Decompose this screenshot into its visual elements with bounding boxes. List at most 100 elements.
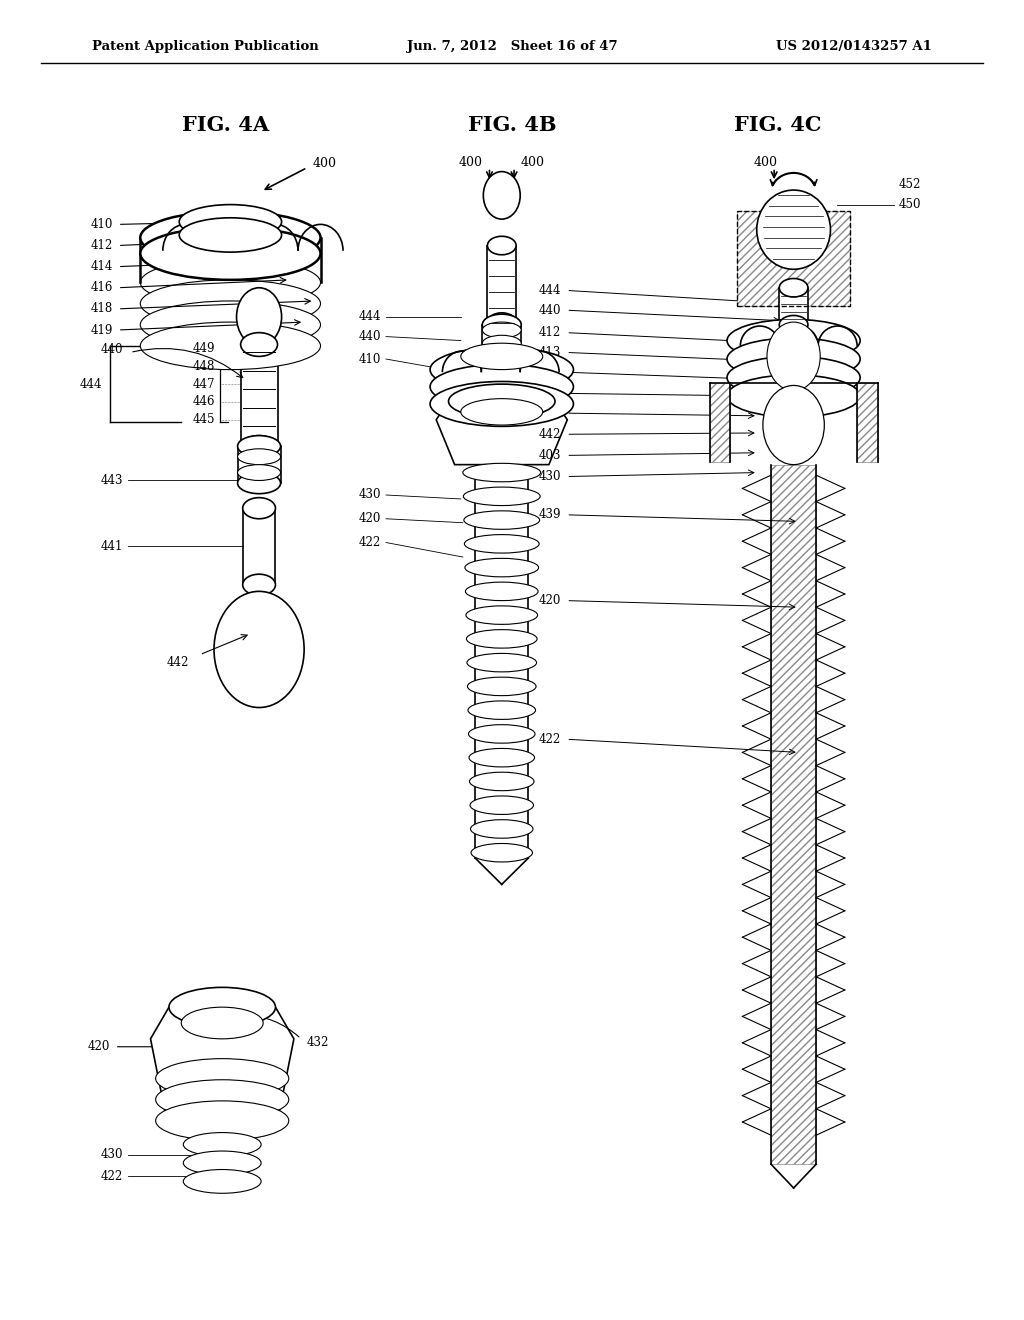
Text: 446: 446 (193, 396, 215, 408)
Ellipse shape (463, 463, 541, 482)
Ellipse shape (467, 653, 537, 672)
Text: 442: 442 (167, 656, 189, 669)
Ellipse shape (183, 1170, 261, 1193)
Ellipse shape (449, 384, 555, 418)
Bar (487, 246, 516, 322)
Ellipse shape (461, 399, 543, 425)
Ellipse shape (140, 227, 321, 280)
Ellipse shape (727, 319, 860, 362)
Text: 410: 410 (90, 218, 113, 231)
Ellipse shape (140, 280, 321, 327)
Circle shape (237, 288, 282, 346)
Bar (482, 325, 521, 348)
Ellipse shape (482, 338, 521, 359)
Text: 432: 432 (306, 1036, 329, 1049)
Text: 400: 400 (754, 156, 778, 169)
Ellipse shape (779, 315, 808, 334)
Ellipse shape (183, 1133, 261, 1156)
Text: 414: 414 (90, 260, 113, 273)
Text: 400: 400 (459, 156, 483, 169)
Text: Jun. 7, 2012   Sheet 16 of 47: Jun. 7, 2012 Sheet 16 of 47 (407, 40, 617, 53)
Text: 448: 448 (193, 360, 215, 372)
Text: 450: 450 (899, 198, 922, 211)
Bar (857, 383, 878, 462)
Ellipse shape (169, 987, 275, 1027)
Ellipse shape (140, 259, 321, 306)
Ellipse shape (179, 205, 282, 239)
Ellipse shape (140, 322, 321, 370)
Ellipse shape (430, 347, 573, 392)
Bar (779, 288, 808, 325)
Ellipse shape (183, 1151, 261, 1175)
Ellipse shape (241, 436, 278, 459)
Text: FIG. 4B: FIG. 4B (468, 115, 556, 136)
Bar (771, 465, 816, 1164)
Ellipse shape (727, 356, 860, 399)
Text: 420: 420 (539, 594, 561, 607)
Text: 400: 400 (312, 157, 336, 170)
Ellipse shape (430, 364, 573, 409)
Ellipse shape (468, 701, 536, 719)
Ellipse shape (430, 381, 573, 426)
Ellipse shape (471, 843, 532, 862)
Ellipse shape (181, 1007, 263, 1039)
Ellipse shape (461, 343, 543, 370)
Ellipse shape (467, 630, 537, 648)
Ellipse shape (466, 606, 538, 624)
Ellipse shape (469, 772, 535, 791)
Ellipse shape (471, 820, 532, 838)
Bar (710, 383, 730, 462)
Text: 412: 412 (90, 239, 113, 252)
Text: 444: 444 (539, 284, 561, 297)
Ellipse shape (238, 449, 281, 465)
Ellipse shape (140, 301, 321, 348)
Ellipse shape (463, 487, 541, 506)
Ellipse shape (757, 190, 830, 269)
Polygon shape (436, 401, 567, 465)
Text: 420: 420 (358, 512, 381, 525)
Ellipse shape (470, 796, 534, 814)
Ellipse shape (469, 725, 535, 743)
Ellipse shape (482, 322, 521, 338)
Text: 419: 419 (539, 407, 561, 420)
Text: 403: 403 (539, 449, 561, 462)
Text: 452: 452 (899, 178, 922, 191)
Ellipse shape (464, 511, 540, 529)
Ellipse shape (238, 465, 281, 480)
Ellipse shape (727, 338, 860, 380)
Text: 422: 422 (100, 1170, 123, 1183)
Ellipse shape (482, 314, 521, 335)
Text: FIG. 4A: FIG. 4A (181, 115, 269, 136)
Text: 447: 447 (193, 378, 215, 391)
Ellipse shape (179, 218, 282, 252)
Ellipse shape (487, 313, 516, 331)
Polygon shape (151, 1007, 294, 1131)
Text: 412: 412 (539, 326, 561, 339)
Text: 416: 416 (90, 281, 113, 294)
Ellipse shape (487, 236, 516, 255)
Text: 418: 418 (90, 302, 113, 315)
Bar (243, 508, 275, 585)
Ellipse shape (156, 1080, 289, 1119)
Text: US 2012/0143257 A1: US 2012/0143257 A1 (776, 40, 932, 53)
Text: 413: 413 (539, 346, 561, 359)
Bar (737, 211, 850, 306)
Text: 422: 422 (539, 733, 561, 746)
Text: 430: 430 (100, 1148, 123, 1162)
Text: 400: 400 (520, 156, 545, 169)
Text: 449: 449 (193, 342, 215, 355)
Bar (241, 345, 278, 447)
Text: 430: 430 (358, 488, 381, 502)
Ellipse shape (779, 279, 808, 297)
Text: 419: 419 (90, 323, 113, 337)
Ellipse shape (465, 582, 539, 601)
Text: 410: 410 (358, 352, 381, 366)
Circle shape (763, 385, 824, 465)
Text: 440: 440 (539, 304, 561, 317)
Circle shape (214, 591, 304, 708)
Ellipse shape (156, 1101, 289, 1140)
Circle shape (483, 172, 520, 219)
Text: 418: 418 (539, 387, 561, 400)
Text: Patent Application Publication: Patent Application Publication (92, 40, 318, 53)
Bar (737, 211, 850, 306)
